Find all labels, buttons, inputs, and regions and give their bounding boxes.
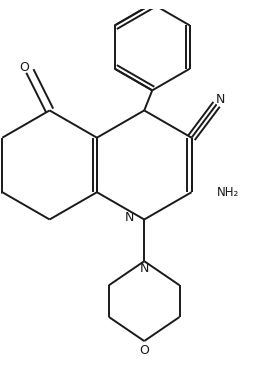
- Text: O: O: [139, 344, 149, 357]
- Text: NH₂: NH₂: [217, 186, 239, 199]
- Text: O: O: [19, 61, 29, 74]
- Text: N: N: [216, 93, 225, 106]
- Text: N: N: [125, 211, 135, 223]
- Text: N: N: [140, 262, 149, 275]
